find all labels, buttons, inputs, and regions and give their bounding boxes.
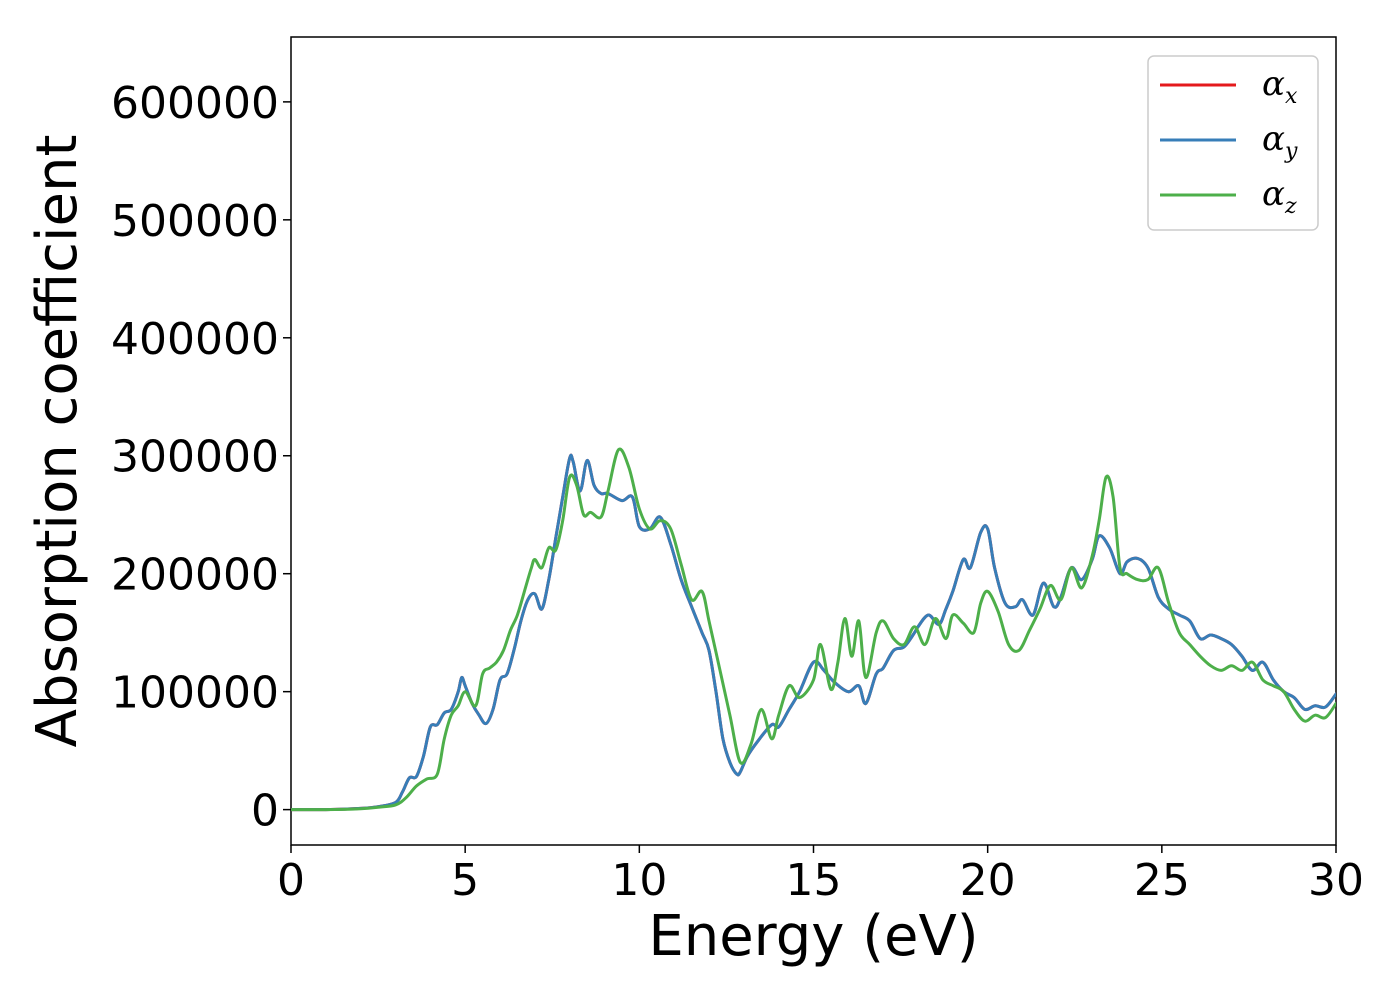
legend-label-x: αx: [1262, 64, 1298, 109]
y-axis-title: Absorption coefficient: [25, 135, 90, 748]
x-tick-label: 5: [451, 855, 479, 906]
legend-subscript: y: [1284, 139, 1298, 164]
legend-subscript: z: [1284, 194, 1297, 219]
legend-symbol: α: [1262, 119, 1285, 159]
x-axis-ticks: 0 5 10 15 20 25 30: [277, 845, 1364, 906]
x-tick-label: 10: [611, 855, 667, 906]
x-tick-label: 25: [1134, 855, 1190, 906]
y-axis-ticks: 0 100000 200000 300000 400000 500000 600000: [111, 78, 291, 837]
y-tick-label: 0: [251, 786, 279, 837]
x-tick-label: 15: [786, 855, 842, 906]
y-tick-label: 500000: [111, 196, 279, 247]
legend-symbol: α: [1262, 64, 1285, 104]
legend-subscript: x: [1285, 84, 1298, 109]
y-tick-label: 400000: [111, 314, 279, 365]
x-tick-label: 20: [960, 855, 1016, 906]
legend-box: [1147, 55, 1319, 231]
x-tick-label: 0: [277, 855, 305, 906]
series-layer: [291, 447, 1336, 812]
series-line-y: [291, 453, 1336, 812]
y-tick-label: 600000: [111, 78, 279, 129]
y-tick-label: 100000: [111, 668, 279, 719]
x-tick-label: 30: [1308, 855, 1364, 906]
x-axis-title: Energy (eV): [648, 904, 978, 969]
series-line-z: [291, 447, 1336, 812]
legend-symbol: α: [1262, 174, 1285, 214]
legend-label-z: αz: [1262, 174, 1297, 219]
y-tick-label: 200000: [111, 550, 279, 601]
legend-label-y: αy: [1262, 119, 1298, 164]
y-tick-label: 300000: [111, 432, 279, 483]
